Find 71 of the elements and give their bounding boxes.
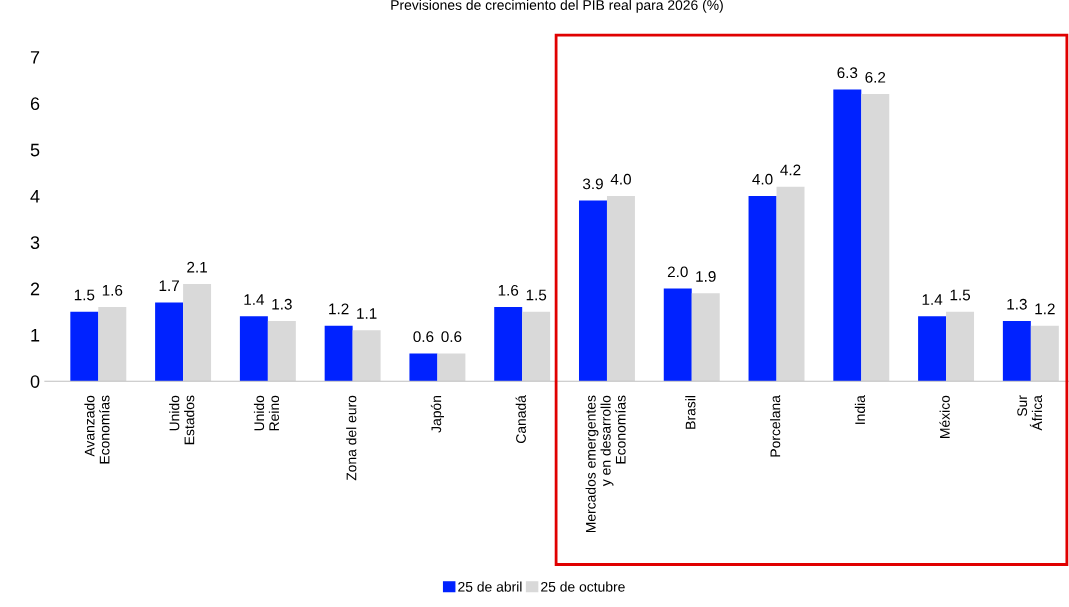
x-tick-label: Canadá [515, 395, 526, 444]
x-tick-label: México [939, 395, 950, 438]
x-tick-label: Unido Estados [169, 395, 195, 445]
x-tick-label: Porcelana [770, 395, 781, 457]
y-tick-label: 3 [30, 236, 40, 249]
data-label: 2.1 [187, 261, 207, 273]
bar [918, 316, 947, 382]
bar [776, 186, 805, 382]
bar [239, 316, 268, 382]
x-tick-label: Avanzado Economías [84, 395, 110, 464]
bar [98, 307, 127, 382]
data-label: 0.6 [441, 331, 462, 343]
data-label: 4.0 [752, 173, 773, 185]
bar [522, 311, 551, 382]
x-tick-label: Japón [430, 395, 444, 433]
bar [1002, 321, 1031, 382]
data-label: 1.3 [272, 298, 292, 310]
data-label: 3.9 [582, 178, 603, 190]
data-label: 1.9 [696, 271, 716, 282]
bar [578, 200, 607, 382]
bar [70, 311, 99, 382]
data-label: 0.6 [413, 331, 434, 343]
bar [691, 293, 720, 382]
y-tick-label: 4 [30, 190, 40, 203]
y-tick-label: 5 [30, 143, 40, 157]
data-label: 1.5 [74, 289, 95, 301]
chart-title: Previsiones de crecimiento del PIB real para 2026 (%) [391, 0, 723, 13]
data-label: 1.6 [102, 284, 123, 296]
data-label: 1.1 [357, 308, 377, 319]
bar [409, 353, 438, 382]
bar [606, 195, 635, 382]
x-tick-label: India [854, 395, 866, 424]
y-tick-label: 1 [31, 329, 40, 342]
bar [494, 307, 523, 382]
bar [1030, 325, 1059, 382]
bar [861, 94, 890, 382]
bar [324, 325, 353, 382]
data-label: 1.2 [1035, 303, 1055, 315]
bar [946, 311, 975, 382]
bar [155, 302, 184, 382]
data-label: 1.3 [1007, 298, 1027, 310]
data-label: 2.0 [667, 266, 688, 278]
y-tick-label: 6 [30, 97, 40, 111]
data-label: 1.5 [950, 289, 971, 301]
bar [663, 288, 692, 382]
x-tick-label: Brasil [685, 396, 696, 429]
data-label: 1.5 [526, 289, 547, 301]
data-label: 1.6 [498, 284, 519, 296]
legend-label: 25 de abril [458, 581, 522, 592]
data-label: 6.2 [865, 71, 886, 83]
data-label: 6.3 [837, 67, 858, 79]
data-label: 1.2 [329, 303, 349, 315]
x-tick-label: Mercados emergentes y en desarrollo Economías [585, 395, 626, 533]
y-tick-label: 0 [30, 375, 40, 388]
data-label: 4.0 [610, 173, 631, 185]
bar [748, 195, 777, 382]
x-tick-label: Zona del euro [346, 395, 357, 481]
bar [833, 89, 862, 382]
bar [352, 330, 381, 382]
x-tick-label: Unido Reino [253, 395, 280, 431]
data-label: 1.7 [159, 280, 179, 291]
data-label: 4.2 [780, 164, 801, 176]
bar [437, 353, 466, 382]
y-tick-label: 2 [30, 282, 40, 296]
y-tick-label: 7 [30, 51, 40, 64]
bar [267, 321, 296, 382]
x-tick-label: Sur África [1017, 395, 1043, 431]
data-label: 1.4 [922, 294, 943, 305]
legend-label: 25 de octubre [541, 581, 625, 592]
bar [183, 283, 212, 382]
data-label: 1.4 [244, 294, 265, 305]
